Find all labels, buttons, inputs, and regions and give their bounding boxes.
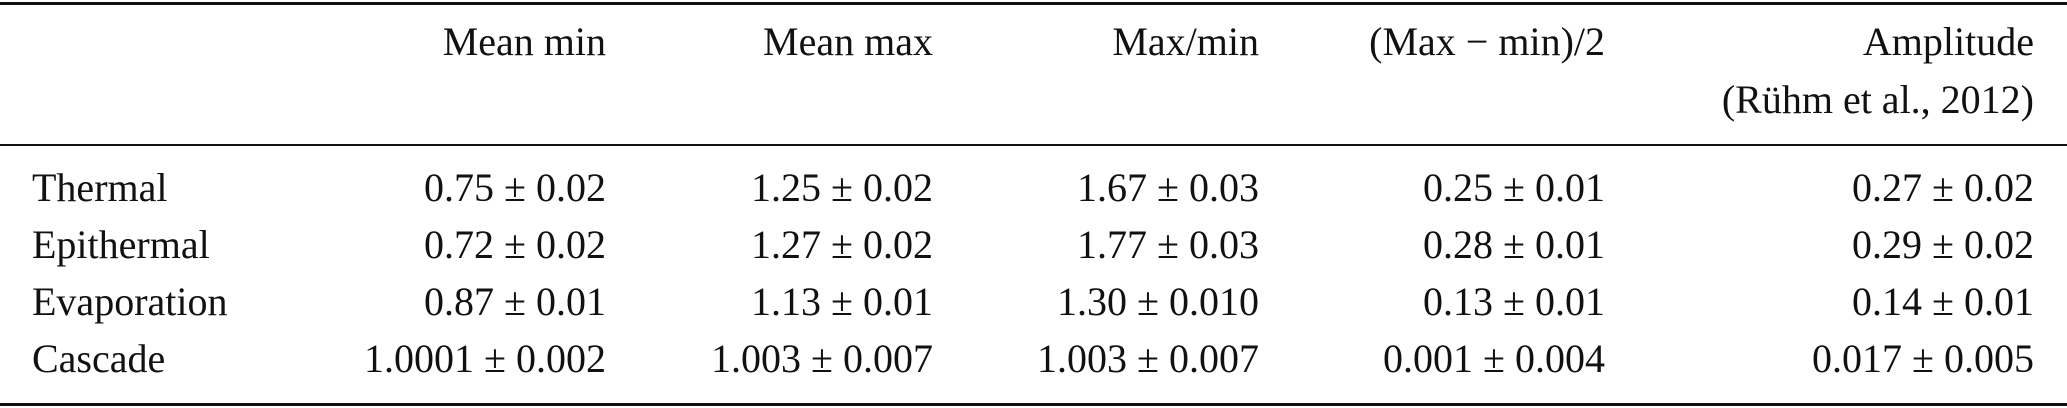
table-cell: 0.25 ± 0.01	[1423, 165, 1605, 210]
table-cell: 1.27 ± 0.02	[751, 222, 933, 267]
top-rule	[0, 2, 2067, 5]
row-label: Epithermal	[32, 222, 210, 267]
table-cell: 0.75 ± 0.02	[424, 165, 606, 210]
column-header: Mean max	[763, 19, 933, 64]
table-cell: 0.28 ± 0.01	[1423, 222, 1605, 267]
table-cell: 1.13 ± 0.01	[751, 279, 933, 324]
table-cell: 0.72 ± 0.02	[424, 222, 606, 267]
mid-rule	[0, 144, 2067, 146]
bottom-rule	[0, 403, 2067, 406]
table-cell: 0.87 ± 0.01	[424, 279, 606, 324]
table-cell: 1.25 ± 0.02	[751, 165, 933, 210]
table-cell: 0.001 ± 0.004	[1383, 336, 1605, 381]
row-label: Cascade	[32, 336, 166, 381]
table-cell: 1.003 ± 0.007	[1037, 336, 1259, 381]
table-cell: 0.14 ± 0.01	[1852, 279, 2034, 324]
row-label: Evaporation	[32, 279, 228, 324]
table-cell: 0.29 ± 0.02	[1852, 222, 2034, 267]
row-label: Thermal	[32, 165, 168, 210]
table-cell: 0.13 ± 0.01	[1423, 279, 1605, 324]
column-header: Amplitude	[1862, 19, 2034, 64]
table-cell: 1.0001 ± 0.002	[364, 336, 606, 381]
table-cell: 1.77 ± 0.03	[1077, 222, 1259, 267]
table-cell: 0.017 ± 0.005	[1812, 336, 2034, 381]
column-header: (Max − min)/2	[1369, 19, 1605, 64]
table-cell: 1.67 ± 0.03	[1077, 165, 1259, 210]
table-cell: 1.30 ± 0.010	[1057, 279, 1259, 324]
column-header: Mean min	[442, 19, 606, 64]
table-cell: 1.003 ± 0.007	[711, 336, 933, 381]
column-header: Max/min	[1112, 19, 1259, 64]
column-header: (Rühm et al., 2012)	[1721, 77, 2034, 122]
table-cell: 0.27 ± 0.02	[1852, 165, 2034, 210]
